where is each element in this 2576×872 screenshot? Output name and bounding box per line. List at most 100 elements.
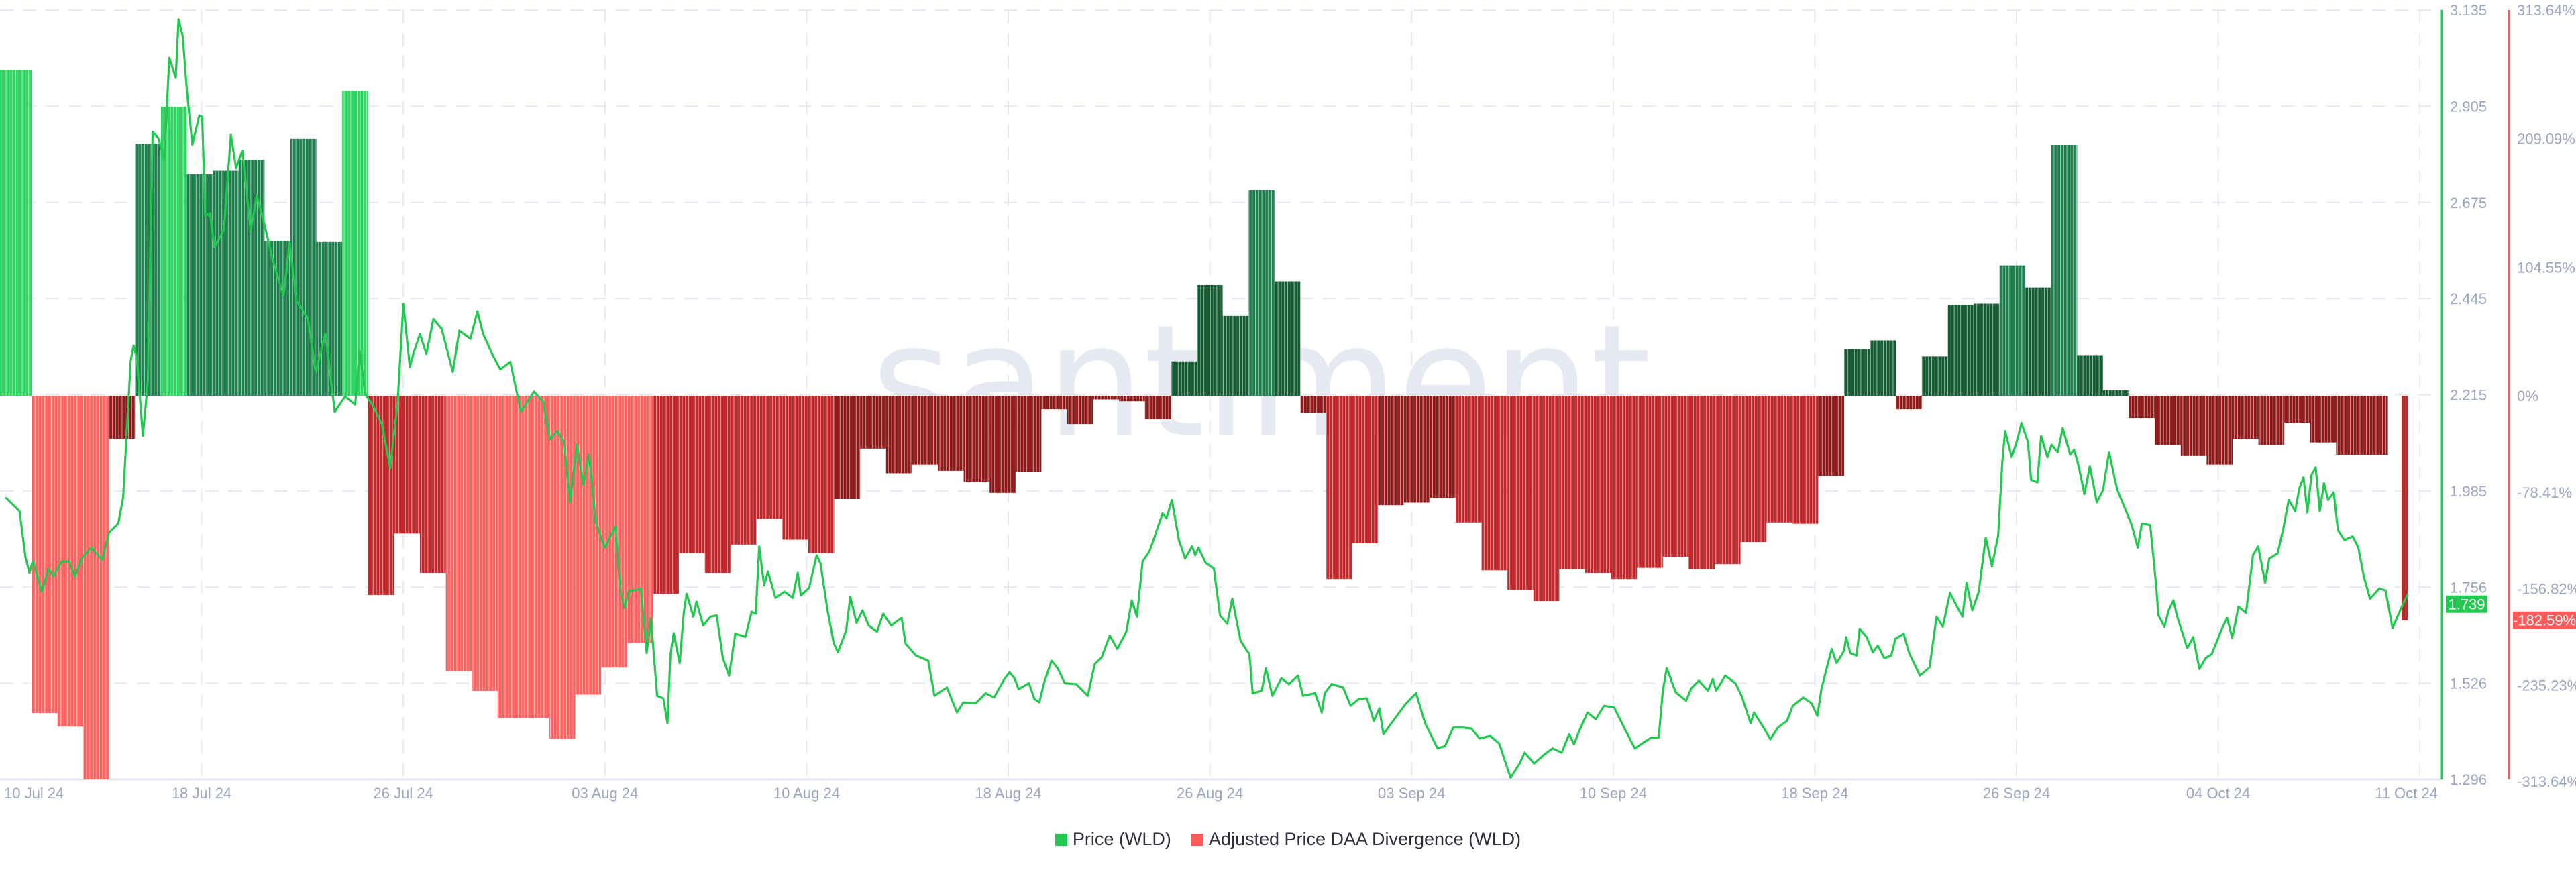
divergence-bar	[2180, 396, 2207, 456]
divergence-bar	[575, 396, 602, 695]
x-tick-label: 18 Aug 24	[975, 785, 1041, 802]
divergence-tick-label: -235.23%	[2517, 677, 2576, 694]
x-tick-label: 10 Sep 24	[1580, 785, 1647, 802]
divergence-bar	[963, 396, 990, 482]
divergence-bar	[445, 396, 472, 671]
divergence-bar	[1585, 396, 1611, 573]
divergence-bar	[782, 396, 808, 540]
divergence-bar	[1611, 396, 1638, 580]
divergence-bar	[1430, 396, 1456, 498]
divergence-bar	[885, 396, 912, 474]
divergence-bar	[627, 396, 653, 643]
divergence-bar	[1067, 396, 1093, 425]
legend-item-price[interactable]: Price (WLD)	[1055, 829, 1171, 850]
divergence-bar	[679, 396, 705, 553]
divergence-bar	[472, 396, 498, 691]
divergence-bar	[1999, 265, 2026, 396]
price-tick-label: 1.985	[2450, 483, 2487, 500]
divergence-bar	[860, 396, 886, 449]
divergence-bar	[1119, 396, 1145, 402]
current-divergence-badge	[2513, 611, 2576, 629]
divergence-tick-label: 313.64%	[2517, 2, 2575, 19]
divergence-bar	[1326, 396, 1352, 580]
divergence-bar	[1197, 285, 1223, 396]
divergence-bar	[32, 396, 58, 713]
divergence-bar	[2402, 396, 2408, 620]
divergence-bar	[342, 91, 368, 396]
price-tick-label: 2.905	[2450, 98, 2487, 115]
divergence-bar	[2155, 396, 2181, 445]
x-tick-label: 18 Sep 24	[1781, 785, 1848, 802]
divergence-bar	[1766, 396, 1792, 523]
divergence-bar	[1015, 396, 1042, 472]
legend-label-price: Price (WLD)	[1072, 829, 1171, 849]
divergence-bar	[1740, 396, 1767, 543]
divergence-bar	[186, 174, 213, 396]
divergence-bar	[523, 396, 549, 718]
divergence-bar	[1041, 396, 1067, 410]
divergence-bar	[2206, 396, 2233, 465]
divergence-bar	[1844, 349, 1870, 396]
divergence-bar	[1637, 396, 1663, 568]
divergence-bar	[2103, 390, 2129, 396]
x-tick-label: 10 Aug 24	[773, 785, 840, 802]
divergence-bar	[1171, 361, 1197, 396]
divergence-bar	[1818, 396, 1844, 476]
divergence-bar	[1947, 305, 1974, 396]
x-tick-label: 03 Aug 24	[572, 785, 638, 802]
divergence-tick-label: 104.55%	[2517, 259, 2575, 276]
price-tick-label: 2.675	[2450, 195, 2487, 211]
axes: 3.135 2.905 2.675 2.445 2.215 1.985 1.756 1.526…	[4, 2, 2576, 802]
divergence-bar	[2233, 396, 2259, 439]
divergence-bar	[1274, 281, 1301, 396]
price-swatch-icon	[1055, 833, 1067, 846]
divergence-bar	[2362, 396, 2388, 455]
divergence-tick-label: -156.82%	[2517, 581, 2576, 598]
divergence-bar	[601, 396, 627, 668]
divergence-bar	[1507, 396, 1534, 590]
current-price-label: 1.739	[2448, 596, 2485, 613]
price-line	[5, 18, 2409, 779]
x-tick-label: 18 Jul 24	[172, 785, 231, 802]
divergence-bar	[368, 396, 394, 595]
price-tick-label: 3.135	[2450, 2, 2487, 19]
divergence-bar	[2336, 396, 2362, 455]
divergence-swatch-icon	[1191, 833, 1203, 846]
x-tick-label: 10 Jul 24	[4, 785, 64, 802]
divergence-bar	[1481, 396, 1508, 571]
divergence-bar	[1248, 190, 1275, 396]
divergence-bar	[756, 396, 783, 519]
x-tick-label: 26 Jul 24	[374, 785, 433, 802]
divergence-bar	[1870, 340, 1896, 396]
divergence-bar	[834, 396, 861, 499]
divergence-bars	[0, 70, 2408, 779]
divergence-bar	[1093, 396, 1120, 400]
x-tick-label: 11 Oct 24	[2375, 785, 2438, 802]
divergence-bar	[2258, 396, 2285, 445]
divergence-bar	[420, 396, 446, 573]
divergence-bar	[1792, 396, 1819, 524]
divergence-bar	[1222, 315, 1249, 396]
divergence-bar	[1300, 396, 1326, 413]
divergence-bar	[2051, 145, 2078, 396]
price-tick-label: 1.756	[2450, 579, 2487, 596]
divergence-bar	[2129, 396, 2155, 418]
divergence-bar	[1403, 396, 1430, 503]
legend-item-divergence[interactable]: Adjusted Price DAA Divergence (WLD)	[1191, 829, 1521, 850]
divergence-bar	[1921, 356, 1948, 396]
divergence-bar	[2284, 396, 2310, 423]
divergence-bar	[1352, 396, 1379, 543]
divergence-bar	[912, 396, 938, 465]
divergence-tick-label: -78.41%	[2517, 484, 2572, 501]
divergence-bar	[394, 396, 420, 534]
price-line-group	[5, 18, 2409, 779]
price-tick-label: 2.215	[2450, 387, 2487, 404]
divergence-bar	[1896, 396, 1922, 410]
divergence-bar	[2310, 396, 2337, 443]
price-tick-label: 1.296	[2450, 771, 2487, 788]
x-tick-label: 26 Sep 24	[1983, 785, 2050, 802]
divergence-bar	[549, 396, 576, 739]
legend-label-divergence: Adjusted Price DAA Divergence (WLD)	[1208, 829, 1521, 849]
divergence-bar	[238, 160, 265, 396]
